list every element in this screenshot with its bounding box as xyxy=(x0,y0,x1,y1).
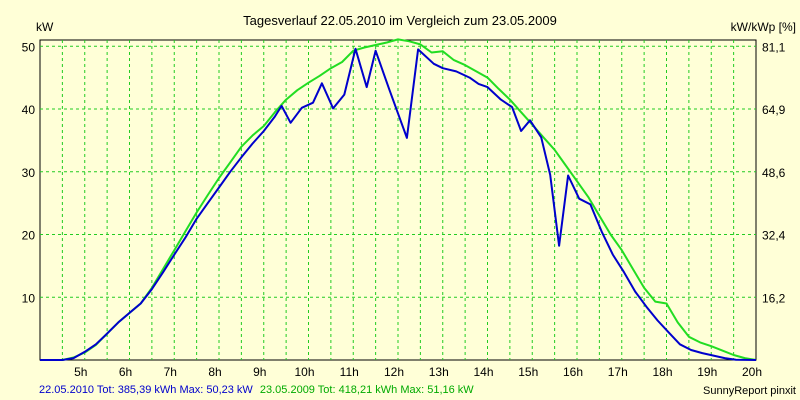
x-tick-label: 20h xyxy=(742,365,762,379)
x-tick-label: 18h xyxy=(652,365,672,379)
grid-vertical xyxy=(61,40,735,360)
y-tick-label: 40 xyxy=(22,103,36,117)
x-tick-label: 15h xyxy=(518,365,538,379)
chart-title: Tagesverlauf 22.05.2010 im Vergleich zum… xyxy=(243,13,557,28)
y-tick-label-right: 32,4 xyxy=(762,229,786,243)
y-tick-label-right: 81,1 xyxy=(762,40,786,54)
y-tick-label: 10 xyxy=(22,291,36,305)
y-tick-labels-right: 16,2 32,4 48,6 64,9 81,1 xyxy=(762,40,786,305)
y-tick-label-right: 64,9 xyxy=(762,103,786,117)
x-tick-label: 19h xyxy=(697,365,717,379)
y-axis-label: kW xyxy=(36,20,54,34)
credit-text: SunnyReport pinxit xyxy=(703,385,796,397)
x-tick-label: 5h xyxy=(74,365,87,379)
footer-stat-2010: 22.05.2010 Tot: 385,39 kWh Max: 50,23 kW xyxy=(39,384,253,396)
y-tick-label: 20 xyxy=(22,229,36,243)
series-line-23-05-2009 xyxy=(40,38,757,361)
footer-stats: 22.05.2010 Tot: 385,39 kWh Max: 50,23 kW… xyxy=(39,384,474,396)
series-layer xyxy=(40,38,757,361)
x-tick-labels: 5h 6h 7h 8h 9h 10h 11h 12h 13h 14h 15h 16h 17h 18h 19h… xyxy=(74,365,762,379)
y-axis-label-right: kW/kWp [%] xyxy=(731,20,796,34)
x-tick-label: 16h xyxy=(563,365,583,379)
y-tick-labels: 10 20 30 40 50 xyxy=(22,40,36,305)
grid-horizontal xyxy=(40,45,756,298)
y-tick-label: 50 xyxy=(22,40,36,54)
x-tick-label: 9h xyxy=(253,365,266,379)
x-tick-label: 11h xyxy=(340,365,359,379)
y-tick-label-right: 16,2 xyxy=(762,291,786,305)
x-tick-label: 14h xyxy=(473,365,493,379)
series-line-22-05-2010 xyxy=(40,47,757,361)
footer-stat-2009: 23.05.2009 Tot: 418,21 kWh Max: 51,16 kW xyxy=(260,384,474,396)
x-tick-label: 13h xyxy=(429,365,449,379)
x-tick-label: 17h xyxy=(608,365,628,379)
x-tick-label: 8h xyxy=(208,365,221,379)
y-tick-label: 30 xyxy=(22,166,36,180)
x-tick-label: 6h xyxy=(119,365,132,379)
x-tick-label: 10h xyxy=(294,365,314,379)
x-tick-label: 12h xyxy=(384,365,404,379)
y-tick-label-right: 48,6 xyxy=(762,166,786,180)
x-tick-label: 7h xyxy=(164,365,177,379)
